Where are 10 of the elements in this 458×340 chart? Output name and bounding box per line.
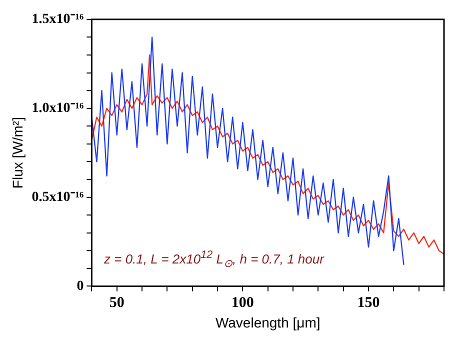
x-tick-label: 100 — [231, 295, 254, 312]
y-axis-title: Flux [W/m²] — [9, 117, 26, 189]
y-tick-label: 0 — [76, 278, 84, 294]
y-tick-label: 1.5x10⁻¹⁶ — [32, 12, 84, 28]
x-axis-title: Wavelength [μm] — [215, 314, 320, 330]
x-tick-label: 50 — [109, 295, 124, 312]
y-tick-label: 0.5x10⁻¹⁶ — [32, 190, 84, 205]
x-tick-label: 150 — [357, 295, 380, 312]
annotation: z = 0.1, L = 2x10$^{12}$ L$_{⊙}$, h = 0.7, 1 hour — [104, 249, 324, 270]
y-tick-label: 1.0x10⁻¹⁶ — [32, 100, 84, 116]
